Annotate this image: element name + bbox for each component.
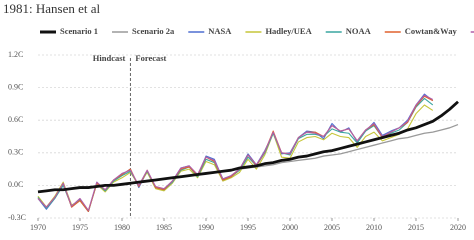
x-tick-label: 2005	[324, 223, 340, 232]
x-tick-label: 1975	[72, 223, 88, 232]
x-tick-label: 1990	[198, 223, 214, 232]
annotation: Forecast	[135, 53, 166, 63]
series-line	[37, 104, 434, 211]
y-tick-label: -0.3C	[8, 213, 26, 222]
series-line	[37, 100, 459, 194]
x-tick-label: 2000	[282, 223, 298, 232]
y-tick-label: 0.9C	[8, 82, 23, 91]
x-tick-label: 2010	[366, 223, 382, 232]
y-tick-label: 1.2C	[8, 50, 23, 59]
legend-label: Cowtan&Way	[405, 26, 458, 36]
legend-label: Hadley/UEA	[265, 26, 312, 36]
series-line	[37, 97, 434, 213]
series-line	[37, 94, 434, 211]
y-tick-label: 0.0C	[8, 180, 23, 189]
legend-label: NASA	[208, 26, 232, 36]
y-tick-label: 0.6C	[8, 115, 23, 124]
x-tick-label: 1985	[156, 223, 172, 232]
x-tick-label: 1995	[240, 223, 256, 232]
y-tick-label: 0.3C	[8, 148, 23, 157]
x-tick-label: 2020	[450, 223, 466, 232]
chart-title: 1981: Hansen et al	[3, 1, 101, 16]
legend-label: Scenario 2a	[132, 26, 175, 36]
legend-label: NOAA	[346, 26, 372, 36]
annotation: Hindcast	[93, 53, 126, 63]
x-tick-label: 1970	[30, 223, 46, 232]
x-tick-label: 2015	[408, 223, 424, 232]
legend-label: Scenario 1	[60, 26, 98, 36]
x-tick-label: 1980	[114, 223, 130, 232]
series-line	[37, 95, 434, 213]
